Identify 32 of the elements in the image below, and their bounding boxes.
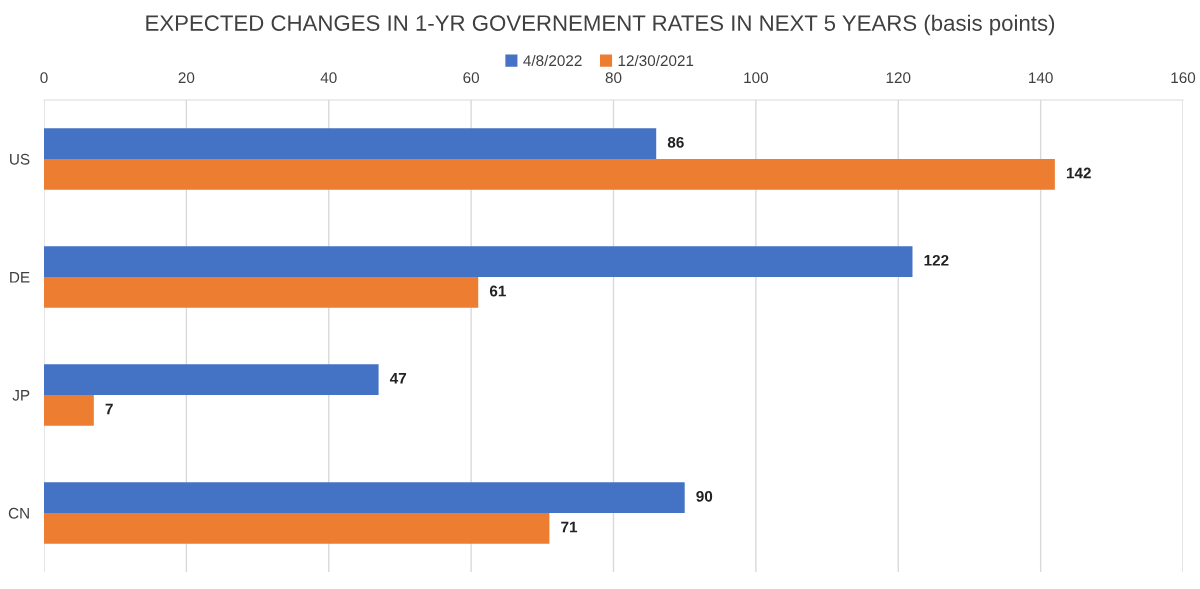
data-label: 7 [105,403,113,415]
x-tick-label: 40 [320,72,337,84]
data-label: 71 [561,521,578,533]
bar [44,364,379,395]
y-tick-label: DE [10,272,30,283]
y-tick-label: US [10,153,30,165]
data-label: 122 [924,254,949,266]
x-tick-label: 100 [744,72,769,84]
bar [44,395,94,426]
bar [44,277,479,308]
data-label: 90 [696,490,713,502]
legend-label: 12/30/2021 [618,54,694,67]
x-tick-label: 60 [463,72,480,84]
data-label: 86 [667,136,684,148]
x-tick-label: 80 [605,72,622,84]
legend-label: 4/8/2022 [523,54,582,67]
bar [44,482,685,513]
chart-title: EXPECTED CHANGES IN 1-YR GOVERNEMENT RATES IN NEXT 5 YEARS (basis points) [146,14,1055,36]
y-tick-label: CN [8,507,29,519]
data-label: 61 [489,285,506,297]
x-tick-label: 120 [886,72,911,84]
bar [44,513,550,544]
x-tick-label: 20 [178,72,195,84]
bar [44,246,913,277]
bar [44,128,657,159]
x-tick-label: 160 [1171,72,1196,84]
data-label: 47 [389,373,407,384]
bar [44,159,1055,190]
data-label: 142 [1066,167,1091,179]
y-tick-label: JP [12,390,30,401]
x-tick-label: 0 [40,72,48,84]
x-tick-label: 140 [1029,72,1053,84]
